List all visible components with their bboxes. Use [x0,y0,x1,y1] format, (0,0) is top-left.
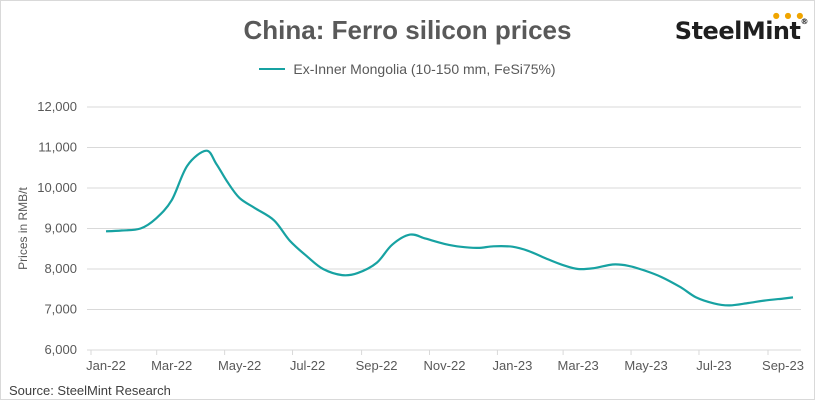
y-tick-label: 9,000 [44,221,77,236]
x-tick-label: Sep-22 [356,358,398,373]
x-tick-label: Nov-22 [424,358,466,373]
x-tick-label: Jul-22 [290,358,325,373]
y-tick-label: 10,000 [37,180,77,195]
x-tick-label: May-23 [624,358,667,373]
y-tick-label: 6,000 [44,342,77,357]
y-tick-label: 12,000 [37,99,77,114]
x-tick-label: Mar-22 [151,358,192,373]
x-tick-label: Mar-23 [558,358,599,373]
series-line [105,149,794,307]
y-axis-label: Prices in RMB/t [16,186,30,269]
legend-swatch-icon [259,68,286,70]
chart-title: China: Ferro silicon prices [243,15,572,45]
chart-legend: Ex-Inner Mongolia (10-150 mm, FeSi75%) [1,61,814,77]
legend-label: Ex-Inner Mongolia (10-150 mm, FeSi75%) [293,61,556,77]
x-tick-label: Jan-23 [493,358,533,373]
x-tick-label: Jan-22 [86,358,126,373]
source-note: Source: SteelMint Research [9,383,171,398]
steelmint-logo: ● ● ● SteelMint® [674,11,809,47]
y-tick-label: 8,000 [44,261,77,276]
logo-text: SteelMint [674,17,801,45]
registered-icon: ® [800,17,809,26]
x-tick-label: Sep-23 [762,358,804,373]
y-tick-label: 11,000 [38,140,77,155]
x-tick-label: May-22 [218,358,261,373]
y-tick-label: 7,000 [44,302,77,317]
logo-dots-icon: ● ● ● [772,11,805,20]
x-tick-label: Jul-23 [696,358,731,373]
